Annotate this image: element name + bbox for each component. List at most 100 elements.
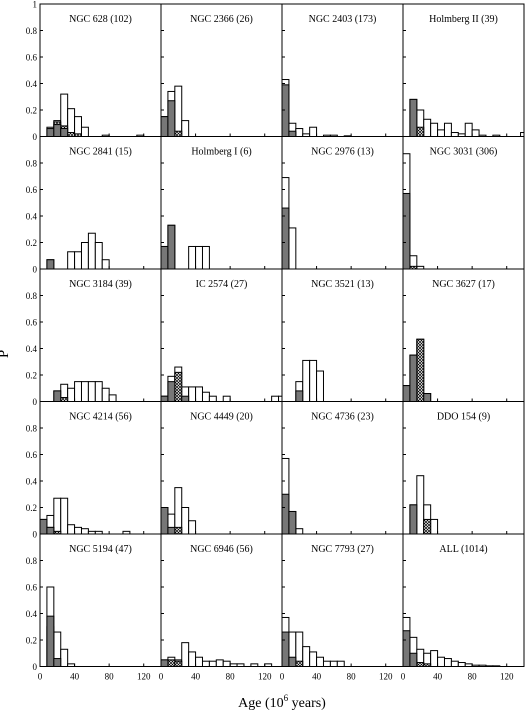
y-axis-tick-labels: 0 0.2 0.4 0.6 0.8 1 0 0.2 0.4 0.6 0.8 0 0.2 0.4 0.6 0.8… — [26, 0, 38, 672]
histogram-panel: NGC 3627 (17) — [402, 268, 525, 403]
open-bar — [201, 391, 210, 403]
x-tick-label: 40 — [433, 672, 443, 682]
open-bar — [201, 245, 210, 270]
x-tick-label: 120 — [137, 672, 151, 682]
x-tick-label: 0 — [159, 672, 164, 682]
hatched-bar — [295, 660, 304, 668]
open-bar — [80, 528, 89, 535]
open-bar — [309, 126, 318, 137]
y-tick-label: 0 — [33, 132, 38, 142]
open-bar — [430, 650, 439, 667]
panel-title: NGC 2841 (15) — [69, 147, 132, 158]
x-axis-tick-labels: 0 40 80 120 0 40 80 120 0 40 80 120 0 40 80 120 — [38, 672, 514, 682]
hatched-bar — [60, 397, 69, 402]
open-bar — [423, 118, 432, 138]
dark-bar — [409, 98, 418, 137]
y-tick-label: 0.6 — [26, 185, 38, 195]
panel-grid: NGC 628 (102) NGC 2366 (26) NGC 2403 (173)… — [39, 3, 525, 668]
open-bar — [316, 370, 324, 402]
open-bar — [278, 395, 283, 403]
hatched-bar — [67, 132, 76, 137]
x-tick-label: 0 — [280, 672, 285, 682]
x-tick-label: 40 — [70, 672, 80, 682]
dark-bar — [295, 390, 304, 402]
dark-bar — [409, 652, 418, 667]
panel-title: NGC 7793 (27) — [311, 544, 374, 555]
dark-bar — [409, 504, 418, 535]
dark-bar — [167, 526, 176, 535]
open-bar — [464, 122, 473, 137]
hatched-bar — [416, 662, 425, 668]
panel-title: NGC 628 (102) — [69, 14, 132, 25]
y-tick-label: 0 — [33, 397, 38, 407]
y-tick-label: 0.6 — [26, 583, 38, 593]
histogram-panel: NGC 2976 (13) — [281, 136, 404, 270]
dark-bar — [160, 116, 169, 137]
open-bar — [450, 660, 459, 668]
dark-bar — [53, 390, 62, 402]
open-bar — [222, 395, 231, 403]
panel-title: NGC 5194 (47) — [69, 544, 132, 555]
histogram-panel: NGC 4214 (56) — [39, 401, 162, 535]
dark-bar — [402, 385, 411, 403]
open-bar — [329, 660, 338, 668]
panel-title: NGC 2976 (13) — [311, 147, 374, 158]
open-bar — [101, 387, 110, 402]
open-bar — [450, 132, 459, 137]
panel-title: DDO 154 (9) — [437, 412, 490, 423]
open-bar — [222, 660, 231, 668]
open-bar — [430, 122, 439, 137]
dark-bar — [46, 259, 55, 270]
panel-title: Holmberg I (6) — [191, 147, 251, 158]
open-bar — [87, 381, 96, 402]
open-bar — [87, 232, 96, 270]
hatched-bar — [174, 526, 183, 535]
y-tick-label: 0.4 — [26, 344, 38, 354]
y-tick-label: 0.8 — [26, 26, 38, 36]
panel-title: ALL (1014) — [439, 544, 487, 555]
open-bar — [195, 386, 203, 402]
panel-title: NGC 4214 (56) — [69, 412, 132, 423]
x-axis-label: Age (106 years) — [238, 693, 326, 711]
y-tick-label: 0.2 — [26, 238, 37, 248]
dark-bar — [46, 615, 55, 668]
open-bar — [295, 128, 304, 138]
open-bar — [195, 245, 203, 270]
open-bar — [288, 227, 297, 270]
histogram-panel: NGC 2366 (26) — [160, 3, 283, 137]
open-bar — [67, 387, 76, 402]
y-tick-label: 0 — [33, 662, 38, 672]
dark-bar — [288, 130, 297, 137]
y-tick-label: 0.2 — [26, 371, 37, 381]
x-tick-label: 80 — [468, 672, 478, 682]
dark-bar — [160, 659, 169, 667]
open-bar — [309, 359, 318, 402]
y-tick-label: 0.6 — [26, 318, 38, 328]
dark-bar — [423, 393, 432, 402]
open-bar — [309, 651, 318, 667]
open-bar — [195, 656, 203, 667]
open-bar — [437, 129, 445, 137]
x-tick-label: 120 — [379, 672, 393, 682]
y-tick-label: 0.6 — [26, 450, 38, 460]
x-tick-label: 40 — [191, 672, 201, 682]
dark-bar — [402, 192, 411, 270]
dark-bar — [60, 128, 69, 138]
histogram-panel: NGC 4449 (20) — [160, 401, 283, 535]
x-tick-label: 40 — [312, 672, 322, 682]
open-bar — [457, 662, 466, 668]
histogram-panel: ALL (1014) — [402, 533, 525, 668]
open-bar — [174, 85, 183, 137]
y-tick-label: 0.4 — [26, 212, 38, 222]
panel-title: NGC 2403 (173) — [309, 14, 377, 25]
dark-bar — [281, 84, 290, 137]
open-bar — [188, 520, 197, 535]
hatched-bar — [423, 518, 432, 535]
open-bar — [80, 381, 89, 402]
dark-bar — [409, 354, 418, 402]
hatched-bar — [174, 660, 183, 668]
dark-bar — [181, 395, 190, 403]
open-bar — [520, 132, 525, 137]
y-tick-label: 0.8 — [26, 159, 38, 169]
histogram-panel: NGC 7793 (27) — [281, 533, 404, 668]
